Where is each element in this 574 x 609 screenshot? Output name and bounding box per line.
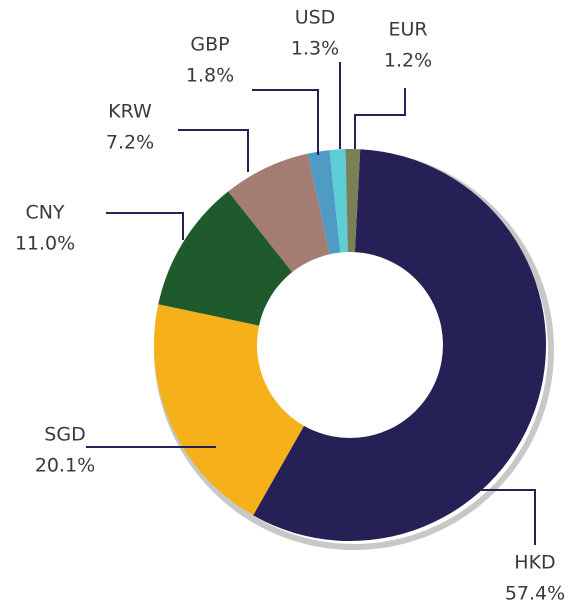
value-label: 11.0%	[15, 233, 75, 255]
value-label: 57.4%	[505, 583, 565, 605]
donut-hole	[257, 252, 443, 438]
value-label: 1.3%	[291, 38, 339, 60]
value-label: 1.8%	[186, 65, 234, 87]
category-label: CNY	[25, 202, 64, 224]
category-label: HKD	[514, 552, 555, 574]
value-label: 20.1%	[35, 455, 95, 477]
category-label: USD	[295, 7, 336, 29]
category-label: SGD	[44, 424, 85, 446]
leader-line	[106, 212, 184, 240]
category-label: GBP	[190, 34, 229, 56]
labels: HKD 57.4% SGD 20.1% CNY 11.0% KRW 7.2% GBP 1.8% US…	[15, 7, 565, 605]
leader-line	[252, 89, 319, 155]
value-label: 1.2%	[384, 50, 432, 72]
leader-line	[354, 88, 406, 149]
category-label: KRW	[108, 101, 152, 123]
leader-line	[480, 489, 536, 545]
value-label: 7.2%	[106, 132, 154, 154]
category-label: EUR	[388, 19, 427, 41]
leader-line	[178, 129, 249, 172]
